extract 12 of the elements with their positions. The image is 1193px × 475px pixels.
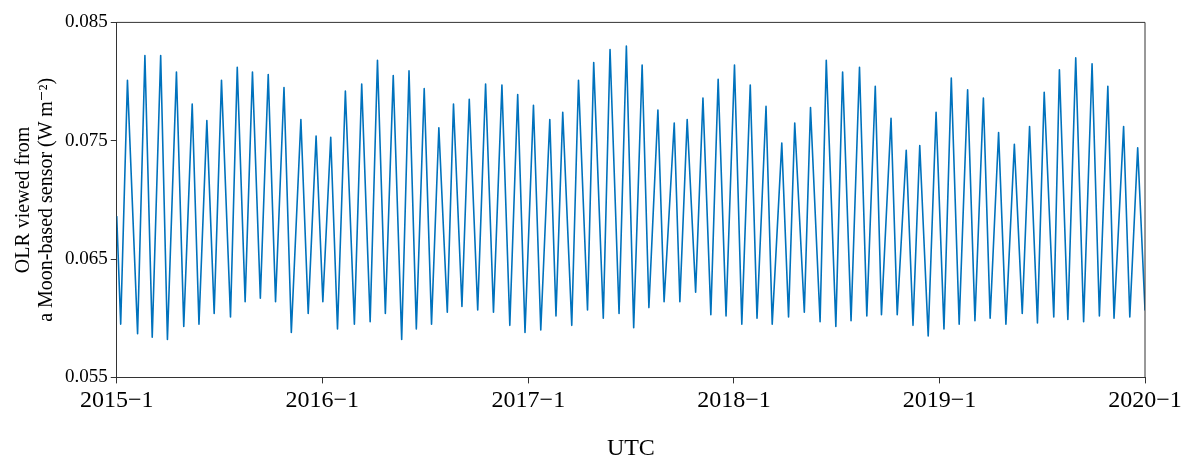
y-tick-label: 0.085 (65, 10, 108, 32)
y-tick-label: 0.065 (65, 247, 108, 269)
x-tick-label: 2015−1 (79, 386, 154, 413)
y-axis-title: OLR viewed from a Moon-based sensor (W m⁻²) (10, 77, 57, 322)
x-tick-label: 2018−1 (697, 386, 771, 413)
x-tick-label: 2019−1 (902, 386, 977, 413)
y-tick-label: 0.055 (65, 365, 108, 387)
x-axis-title: UTC (606, 433, 655, 460)
x-tick-label: 2020−1 (1108, 386, 1182, 413)
x-tick-label: 2017−1 (491, 386, 566, 413)
x-tick-label: 2016−1 (285, 386, 360, 413)
y-tick-label: 0.075 (65, 128, 108, 150)
